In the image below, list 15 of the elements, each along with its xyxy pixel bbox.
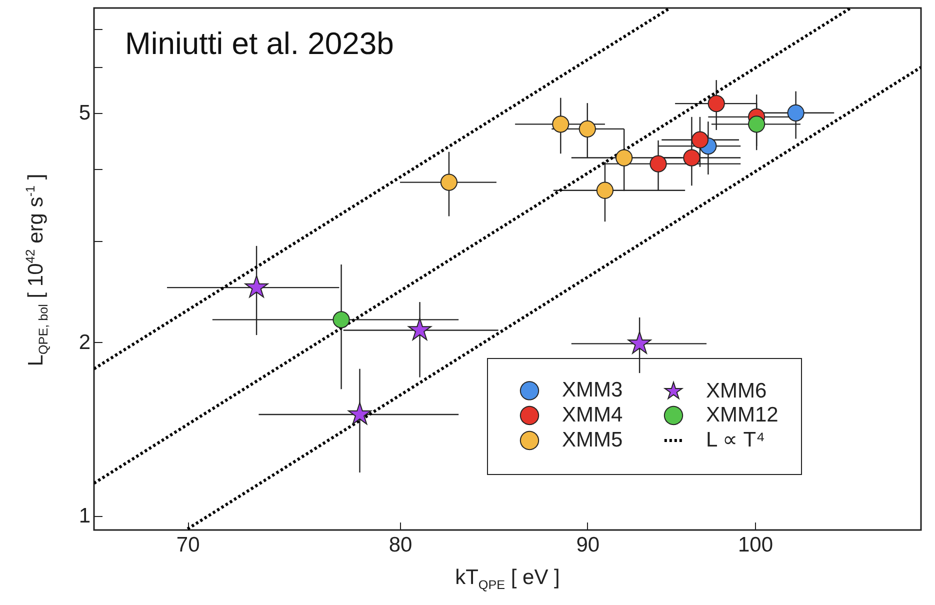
y-tick-label: 2 [78, 330, 90, 354]
y-tick-label: 1 [78, 504, 90, 528]
annotation: Miniutti et al. 2023b [125, 26, 394, 61]
x-tick-label: 90 [576, 534, 600, 556]
x-tick-label: 70 [176, 534, 200, 556]
legend-label: XMM5 [562, 428, 623, 452]
legend-label: XMM3 [562, 378, 623, 402]
legend-label: XMM4 [562, 404, 623, 426]
legend-label: L ∝ T⁴ [706, 428, 766, 452]
x-tick-label: 100 [738, 534, 774, 556]
y-tick-label: 5 [78, 101, 90, 124]
x-axis-title: kT$_{QPE}$ [ eV ] [454, 566, 561, 592]
x-tick-label: 80 [388, 534, 412, 556]
legend-label: XMM12 [706, 404, 778, 426]
legend-label: XMM6 [706, 379, 767, 402]
